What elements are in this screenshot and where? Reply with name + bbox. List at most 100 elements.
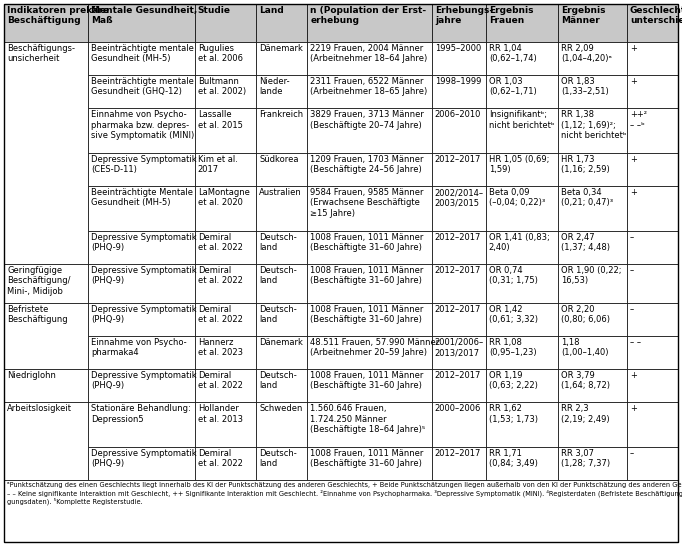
Text: Einnahme von Psycho-
pharmaka bzw. depres-
sive Symptomatik (MINI): Einnahme von Psycho- pharmaka bzw. depre…	[91, 110, 194, 140]
Bar	[432, 231, 486, 264]
Text: Geringfügige
Beschäftigung/
Mini-, Midijob: Geringfügige Beschäftigung/ Mini-, Midij…	[7, 266, 70, 296]
Bar	[88, 42, 194, 75]
Text: 1,18
(1,00–1,40): 1,18 (1,00–1,40)	[561, 338, 608, 357]
Bar	[627, 447, 678, 480]
Text: Deutsch-
land: Deutsch- land	[259, 305, 297, 324]
Text: 1998–1999: 1998–1999	[435, 77, 481, 86]
Text: HR 1,05 (0,69;
1,59): HR 1,05 (0,69; 1,59)	[489, 155, 549, 174]
Bar	[486, 231, 558, 264]
Text: HR 1,73
(1,16; 2,59): HR 1,73 (1,16; 2,59)	[561, 155, 610, 174]
Text: –: –	[630, 266, 634, 275]
Bar	[307, 75, 432, 108]
Text: 2219 Frauen, 2004 Männer
(Arbeitnehmer 18–64 Jahre): 2219 Frauen, 2004 Männer (Arbeitnehmer 1…	[310, 44, 428, 63]
Bar	[194, 303, 256, 336]
Text: Befristete
Beschäftigung: Befristete Beschäftigung	[7, 305, 68, 324]
Bar	[432, 75, 486, 108]
Bar	[627, 75, 678, 108]
Text: Depressive Symptomatik
(PHQ-9): Depressive Symptomatik (PHQ-9)	[91, 371, 196, 390]
Bar	[558, 336, 627, 369]
Bar	[256, 231, 307, 264]
Text: 2012–2017: 2012–2017	[435, 266, 481, 275]
Bar	[558, 108, 627, 153]
Text: n (Population der Erst-
erhebung: n (Population der Erst- erhebung	[310, 6, 426, 26]
Text: Australien: Australien	[259, 188, 302, 197]
Text: Indikatoren prekäre
Beschäftigung: Indikatoren prekäre Beschäftigung	[7, 6, 109, 26]
Bar	[558, 231, 627, 264]
Text: 2001/2006–
2013/2017: 2001/2006– 2013/2017	[435, 338, 484, 357]
Bar	[194, 42, 256, 75]
Bar	[256, 303, 307, 336]
Text: –: –	[630, 449, 634, 458]
Bar	[486, 42, 558, 75]
Text: 48.511 Frauen, 57.990 Männer
(Arbeitnehmer 20–59 Jahre): 48.511 Frauen, 57.990 Männer (Arbeitnehm…	[310, 338, 439, 357]
Text: –: –	[630, 305, 634, 314]
Text: Dänemark: Dänemark	[259, 338, 303, 347]
Text: Dänemark: Dänemark	[259, 44, 303, 53]
Bar	[307, 303, 432, 336]
Bar	[627, 369, 678, 402]
Text: Arbeitslosigkeit: Arbeitslosigkeit	[7, 404, 72, 413]
Bar	[627, 4, 678, 42]
Bar	[486, 4, 558, 42]
Text: OR 1,83
(1,33–2,51): OR 1,83 (1,33–2,51)	[561, 77, 608, 97]
Bar	[307, 108, 432, 153]
Bar	[486, 75, 558, 108]
Text: Bultmann
et al. 2002): Bultmann et al. 2002)	[198, 77, 246, 97]
Text: Deutsch-
land: Deutsch- land	[259, 266, 297, 286]
Bar	[627, 303, 678, 336]
Bar	[486, 186, 558, 231]
Text: OR 2,47
(1,37; 4,48): OR 2,47 (1,37; 4,48)	[561, 233, 610, 252]
Bar	[256, 4, 307, 42]
Text: Beta 0,09
(–0,04; 0,22)³: Beta 0,09 (–0,04; 0,22)³	[489, 188, 545, 207]
Bar	[256, 75, 307, 108]
Bar	[4, 402, 88, 480]
Text: +: +	[630, 44, 637, 53]
Text: OR 1,19
(0,63; 2,22): OR 1,19 (0,63; 2,22)	[489, 371, 537, 390]
Text: –: –	[630, 233, 634, 242]
Text: 1008 Frauen, 1011 Männer
(Beschäftigte 31–60 Jahre): 1008 Frauen, 1011 Männer (Beschäftigte 3…	[310, 449, 424, 468]
Text: 2012–2017: 2012–2017	[435, 371, 481, 380]
Text: RR 1,71
(0,84; 3,49): RR 1,71 (0,84; 3,49)	[489, 449, 537, 468]
Bar	[307, 447, 432, 480]
Bar	[558, 447, 627, 480]
Text: Beta 0,34
(0,21; 0,47)³: Beta 0,34 (0,21; 0,47)³	[561, 188, 613, 207]
Bar	[307, 369, 432, 402]
Text: RR 1,38
(1,12; 1,69)²;
nicht berichtetᵇ: RR 1,38 (1,12; 1,69)²; nicht berichtetᵇ	[561, 110, 626, 140]
Bar	[558, 369, 627, 402]
Text: Hannerz
et al. 2023: Hannerz et al. 2023	[198, 338, 243, 357]
Bar	[627, 42, 678, 75]
Bar	[558, 186, 627, 231]
Bar	[432, 108, 486, 153]
Text: 2012–2017: 2012–2017	[435, 233, 481, 242]
Bar	[88, 153, 194, 186]
Bar	[432, 186, 486, 231]
Text: Einnahme von Psycho-
pharmaka4: Einnahme von Psycho- pharmaka4	[91, 338, 187, 357]
Text: ᵃPunktschätzung des einen Geschlechts liegt innerhalb des KI der Punktschätzung : ᵃPunktschätzung des einen Geschlechts li…	[7, 482, 682, 506]
Bar	[627, 186, 678, 231]
Text: 1008 Frauen, 1011 Männer
(Beschäftigte 31–60 Jahre): 1008 Frauen, 1011 Männer (Beschäftigte 3…	[310, 371, 424, 390]
Bar	[88, 447, 194, 480]
Bar	[4, 42, 88, 264]
Bar	[432, 336, 486, 369]
Bar	[194, 108, 256, 153]
Bar	[88, 336, 194, 369]
Text: Deutsch-
land: Deutsch- land	[259, 233, 297, 252]
Bar	[256, 42, 307, 75]
Bar	[256, 447, 307, 480]
Bar	[4, 369, 88, 402]
Text: +: +	[630, 404, 637, 413]
Text: RR 1,04
(0,62–1,74): RR 1,04 (0,62–1,74)	[489, 44, 537, 63]
Text: Demiral
et al. 2022: Demiral et al. 2022	[198, 305, 243, 324]
Text: Beeinträchtigte mentale
Gesundheit (GHQ-12): Beeinträchtigte mentale Gesundheit (GHQ-…	[91, 77, 194, 97]
Bar	[486, 402, 558, 447]
Bar	[307, 186, 432, 231]
Bar	[627, 336, 678, 369]
Bar	[88, 369, 194, 402]
Bar	[88, 264, 194, 303]
Text: RR 1,08
(0,95–1,23): RR 1,08 (0,95–1,23)	[489, 338, 537, 357]
Text: Demiral
et al. 2022: Demiral et al. 2022	[198, 233, 243, 252]
Text: OR 0,74
(0,31; 1,75): OR 0,74 (0,31; 1,75)	[489, 266, 537, 286]
Bar	[256, 369, 307, 402]
Text: OR 1,42
(0,61; 3,32): OR 1,42 (0,61; 3,32)	[489, 305, 538, 324]
Bar	[627, 264, 678, 303]
